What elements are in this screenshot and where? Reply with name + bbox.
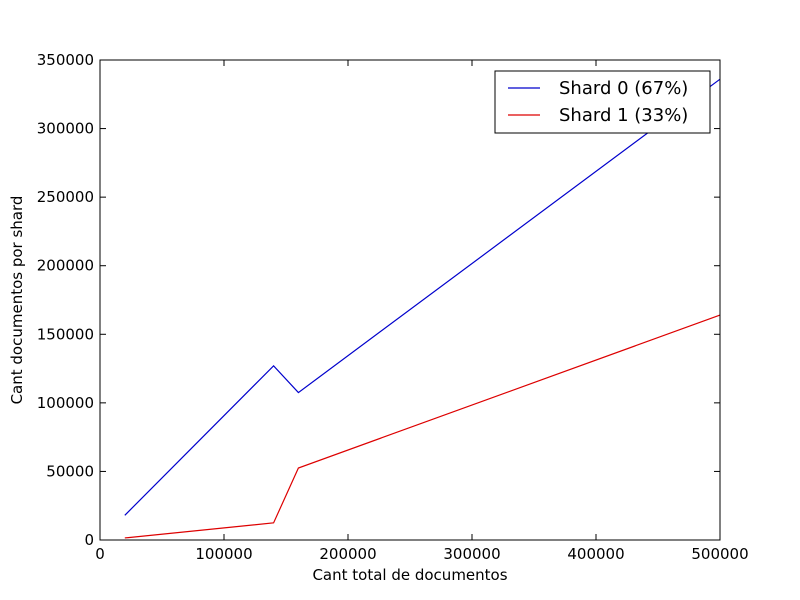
legend-box	[494, 70, 711, 134]
x-tick-label: 400000	[567, 545, 624, 563]
legend-label-shard-0: Shard 0 (67%)	[559, 78, 688, 99]
series-line-shard-1	[124, 314, 721, 539]
x-tick-label: 500000	[691, 545, 748, 563]
series-line-shard-0	[124, 78, 721, 516]
y-tick-label: 200000	[37, 257, 94, 275]
y-tick-label: 150000	[37, 325, 94, 343]
x-tick-label: 300000	[443, 545, 500, 563]
series-layer	[124, 78, 721, 539]
y-tick-label: 0	[84, 531, 94, 549]
y-tick-label: 350000	[37, 51, 94, 69]
plot-frame	[99, 59, 721, 541]
ticks-layer: 0 100000 200000 300000 400000 500000 0 50000 100…	[37, 51, 749, 563]
x-tick-label: 0	[95, 545, 105, 563]
legend-label-shard-1: Shard 1 (33%)	[559, 105, 688, 126]
x-tick-label: 200000	[319, 545, 376, 563]
y-tick-label: 50000	[46, 462, 94, 480]
y-tick-label: 250000	[37, 188, 94, 206]
x-axis-title: Cant total de documentos	[312, 566, 507, 584]
x-tick-label: 100000	[195, 545, 252, 563]
y-tick-label: 300000	[37, 120, 94, 138]
legend: Shard 0 (67%) Shard 1 (33%)	[494, 70, 711, 134]
y-axis-title: Cant documentos por shard	[8, 196, 26, 405]
y-tick-label: 100000	[37, 394, 94, 412]
